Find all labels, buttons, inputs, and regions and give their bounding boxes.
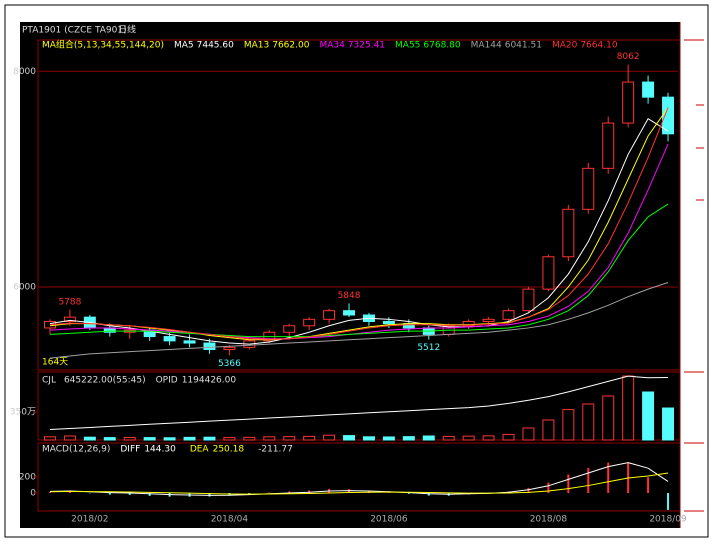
legend-value: 1194426.00 (182, 376, 237, 386)
candle-body (204, 343, 215, 349)
candle-body (164, 337, 175, 341)
y-tick-label: 350万 (10, 408, 36, 418)
volume-label: 645222.00(55:45) (64, 376, 146, 386)
panel-title: CJL (42, 376, 56, 386)
volume-bar (523, 428, 534, 440)
legend-name: DEA (190, 445, 210, 455)
volume-bar (104, 438, 115, 440)
note: 164天 (42, 358, 68, 368)
candle-body (184, 341, 195, 343)
volume-bar (383, 437, 394, 440)
x-tick-label: 2018/04 (211, 515, 249, 525)
legend-name: DIFF (120, 445, 140, 455)
volume-bar (443, 436, 454, 440)
macd-bar (587, 468, 589, 493)
candle-body (224, 347, 235, 349)
candle-body (543, 257, 554, 289)
legend-name: MA13 (244, 41, 269, 51)
extreme-label: 5366 (218, 359, 241, 369)
volume-bar (44, 437, 55, 440)
legend-value: 7445.60 (197, 41, 234, 51)
extreme-label: 5788 (58, 297, 81, 307)
volume-bar (363, 437, 374, 440)
volume-bar (64, 436, 75, 440)
volume-bar (304, 436, 315, 440)
volume-bar (124, 437, 135, 440)
volume-bar (344, 436, 355, 440)
chart-background (20, 22, 680, 528)
candle-body (523, 289, 534, 311)
legend-value: 7325.41 (348, 41, 385, 51)
candle-body (623, 82, 634, 123)
volume-bar (224, 438, 235, 440)
candle-body (563, 209, 574, 256)
candle-body (503, 311, 514, 320)
candle-body (603, 123, 614, 168)
volume-bar (324, 435, 335, 440)
volume-bar (603, 396, 614, 440)
volume-bar (423, 436, 434, 440)
volume-bar (663, 408, 674, 440)
legend-value: 6768.80 (423, 41, 460, 51)
x-tick-label: 2018/02 (71, 515, 108, 525)
extreme-label: 8062 (617, 52, 640, 62)
candle-body (643, 82, 654, 97)
volume-bar (264, 437, 275, 440)
volume-bar (463, 436, 474, 440)
volume-bar (284, 437, 295, 440)
y-tick-label: 200 (19, 473, 36, 483)
candle-body (344, 311, 355, 315)
volume-bar (184, 437, 195, 440)
legend-value: 7662.00 (272, 41, 309, 51)
volume-bar (543, 420, 554, 440)
macd-bar (49, 492, 51, 493)
legend-value: 250.18 (213, 445, 245, 455)
volume-bar (403, 437, 414, 440)
candle-body (483, 319, 494, 321)
y-tick-label: 6000 (13, 282, 36, 292)
x-tick-label: 2018/06 (370, 515, 408, 525)
volume-bar (643, 392, 654, 440)
volume-bar (623, 376, 634, 440)
indicator-label: MA组合(5,13,34,55,144,20) (42, 39, 164, 51)
macd-bar (567, 474, 569, 493)
legend-name: MA55 (395, 41, 420, 51)
volume-bar (583, 404, 594, 440)
volume-bar (204, 437, 215, 440)
legend-name: MA20 (552, 41, 578, 51)
macd-bar (667, 493, 669, 510)
legend-name: MA144 (471, 41, 502, 51)
candle-body (324, 311, 335, 320)
candle-body (284, 326, 295, 332)
legend-name: MA5 (174, 41, 194, 51)
volume-bar (563, 410, 574, 440)
volume-bar (84, 437, 95, 440)
chart-title: PTA1901 (CZCE TA901) (22, 26, 127, 36)
legend-name: MA34 (319, 41, 345, 51)
legend-name: OPID (156, 376, 178, 386)
macd-bar (109, 493, 111, 495)
volume-bar (164, 438, 175, 440)
legend-value: 144.30 (144, 445, 176, 455)
volume-bar (244, 437, 255, 440)
legend-value: 7664.10 (580, 41, 617, 51)
extreme-label: 5848 (338, 291, 361, 301)
period-selector[interactable]: 日线 (118, 24, 136, 36)
candle-body (304, 319, 315, 325)
candle-body (583, 168, 594, 209)
volume-bar (503, 434, 514, 440)
legend-value: 6041.51 (505, 41, 542, 51)
volume-bar (144, 438, 155, 440)
x-tick-label: 2018/09 (649, 515, 687, 525)
y-tick-label: 8000 (13, 67, 36, 77)
volume-bar (483, 436, 494, 440)
macd-bar (647, 477, 649, 493)
x-tick-label: 2018/08 (530, 515, 568, 525)
macd-value: -211.77 (258, 445, 293, 455)
panel-title: MACD(12,26,9) (42, 445, 110, 455)
candle-body (383, 321, 394, 323)
extreme-label: 5512 (417, 343, 440, 353)
